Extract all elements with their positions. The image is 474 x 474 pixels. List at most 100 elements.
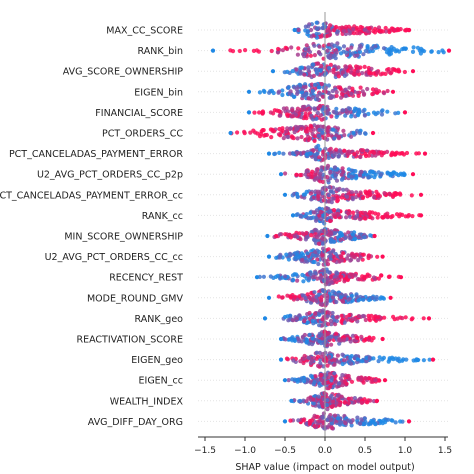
shap-point — [352, 152, 357, 157]
shap-point — [331, 28, 336, 33]
shap-point — [318, 91, 323, 96]
shap-point — [276, 46, 281, 52]
shap-point — [315, 67, 320, 72]
shap-point — [347, 106, 353, 111]
shap-point — [318, 68, 323, 73]
shap-point — [333, 335, 338, 340]
shap-point — [361, 313, 366, 319]
shap-point — [324, 299, 329, 304]
shap-point — [300, 93, 305, 98]
shap-point — [317, 175, 322, 180]
shap-point — [246, 89, 252, 94]
shap-point — [296, 27, 301, 33]
shap-point — [310, 252, 315, 258]
shap-point — [295, 278, 300, 283]
shap-point — [381, 46, 387, 51]
shap-point — [316, 50, 321, 55]
shap-point — [360, 148, 365, 153]
shap-point — [320, 191, 325, 196]
shap-point — [371, 275, 377, 280]
shap-point — [401, 357, 406, 362]
shap-point — [357, 217, 363, 222]
shap-point — [349, 174, 354, 179]
shap-point — [310, 318, 315, 324]
shap-point — [332, 43, 337, 48]
shap-point — [340, 108, 345, 113]
shap-point — [300, 272, 305, 278]
shap-point — [278, 172, 284, 177]
shap-point — [333, 322, 338, 327]
shap-point — [311, 94, 316, 100]
feature-row: REACTIVATION_SCORE — [76, 329, 448, 349]
shap-point — [303, 111, 308, 116]
shap-point — [317, 334, 322, 339]
shap-point — [322, 391, 327, 396]
shap-point — [260, 128, 265, 133]
shap-point — [309, 358, 315, 363]
shap-point — [228, 48, 233, 53]
shap-point — [350, 197, 355, 202]
shap-point — [372, 150, 377, 155]
shap-point — [330, 426, 335, 431]
shap-point — [319, 63, 324, 69]
shap-point — [398, 275, 404, 280]
shap-point — [321, 149, 326, 154]
shap-point — [315, 257, 320, 262]
shap-point — [296, 46, 301, 51]
shap-point — [307, 276, 312, 281]
shap-point — [328, 239, 333, 244]
feature-label: MIN_SCORE_OWNERSHIP — [64, 232, 183, 243]
feature-label: RANK_bin — [138, 46, 184, 57]
shap-point — [312, 250, 318, 255]
shap-point — [341, 358, 346, 363]
shap-point — [312, 290, 317, 295]
shap-point — [309, 82, 314, 87]
shap-point — [278, 336, 284, 342]
shap-point — [320, 130, 325, 135]
shap-point — [378, 72, 383, 77]
shap-point — [375, 193, 381, 198]
shap-point — [315, 151, 320, 156]
shap-point — [288, 294, 294, 299]
shap-point — [310, 374, 315, 379]
shap-point — [307, 258, 312, 263]
shap-point — [406, 27, 412, 33]
shap-point — [337, 341, 342, 346]
shap-point — [339, 231, 344, 236]
shap-point — [295, 212, 300, 217]
shap-point — [370, 295, 375, 300]
shap-point — [299, 65, 304, 70]
feature-row: EIGEN_bin — [134, 81, 448, 103]
shap-point — [327, 185, 332, 190]
shap-point — [286, 378, 291, 383]
shap-point — [317, 44, 322, 49]
shap-point — [318, 171, 323, 176]
shap-point — [354, 190, 359, 195]
shap-point — [440, 48, 445, 53]
shap-point — [332, 358, 337, 363]
shap-point — [402, 110, 408, 115]
feature-label: WEALTH_INDEX — [110, 396, 184, 407]
shap-point — [294, 127, 300, 132]
shap-point — [319, 297, 324, 302]
shap-point — [330, 314, 335, 319]
shap-point — [370, 419, 375, 424]
feature-row: RANK_cc — [142, 206, 448, 226]
shap-point — [308, 216, 313, 221]
shap-point — [329, 342, 334, 347]
shap-point — [340, 166, 345, 171]
shap-point — [311, 127, 316, 132]
shap-point — [335, 353, 340, 358]
shap-point — [305, 320, 310, 325]
shap-point — [310, 131, 315, 137]
feature-label: PCT_CANCELADAS_PAYMENT_ERROR — [9, 149, 183, 160]
shap-point — [290, 335, 295, 340]
shap-point — [285, 314, 290, 319]
shap-point — [307, 316, 312, 321]
shap-point — [349, 379, 355, 384]
shap-point — [446, 48, 452, 53]
shap-point — [354, 214, 360, 219]
shap-point — [305, 292, 310, 297]
shap-point — [334, 106, 339, 111]
shap-point — [320, 253, 325, 258]
